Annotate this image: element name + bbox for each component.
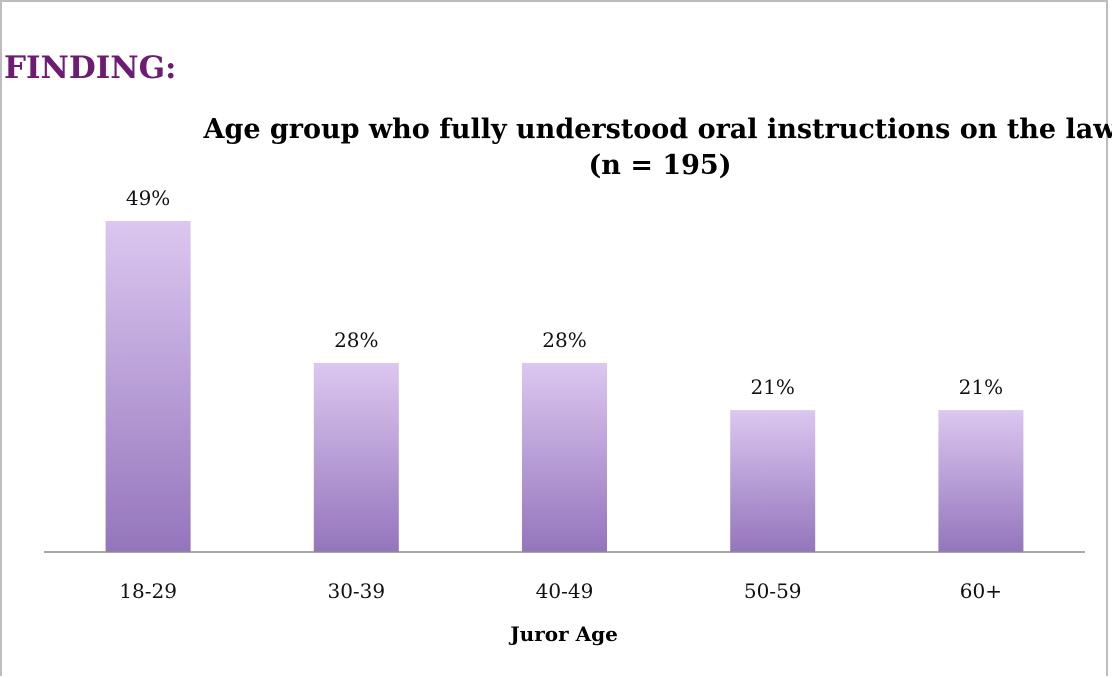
- data-label-30-39: 28%: [334, 328, 378, 352]
- data-label-18-29: 49%: [126, 186, 170, 210]
- finding-heading: FINDING:: [4, 50, 177, 86]
- labels-layer: 49% 18-29 28% 30-39 28% 40-49 21% 50-59 21% 60+: [119, 186, 1003, 603]
- bar-60+: [938, 410, 1024, 552]
- bar-40-49: [522, 362, 607, 552]
- bar-18-29: [105, 221, 191, 552]
- data-label-50-59: 21%: [750, 375, 794, 399]
- data-label-60+: 21%: [959, 375, 1003, 399]
- x-tick-label-18-29: 18-29: [119, 579, 177, 603]
- bar-50-59: [730, 410, 816, 552]
- x-axis-title: Juror Age: [508, 622, 618, 646]
- bar-30-39: [313, 362, 399, 552]
- x-tick-label-50-59: 50-59: [744, 579, 802, 603]
- bars-layer: [105, 221, 1024, 552]
- data-label-40-49: 28%: [542, 328, 586, 352]
- x-tick-label-40-49: 40-49: [536, 579, 594, 603]
- chart-title: Age group who fully understood oral inst…: [203, 114, 1112, 181]
- x-tick-label-30-39: 30-39: [327, 579, 385, 603]
- x-tick-label-60+: 60+: [960, 579, 1002, 603]
